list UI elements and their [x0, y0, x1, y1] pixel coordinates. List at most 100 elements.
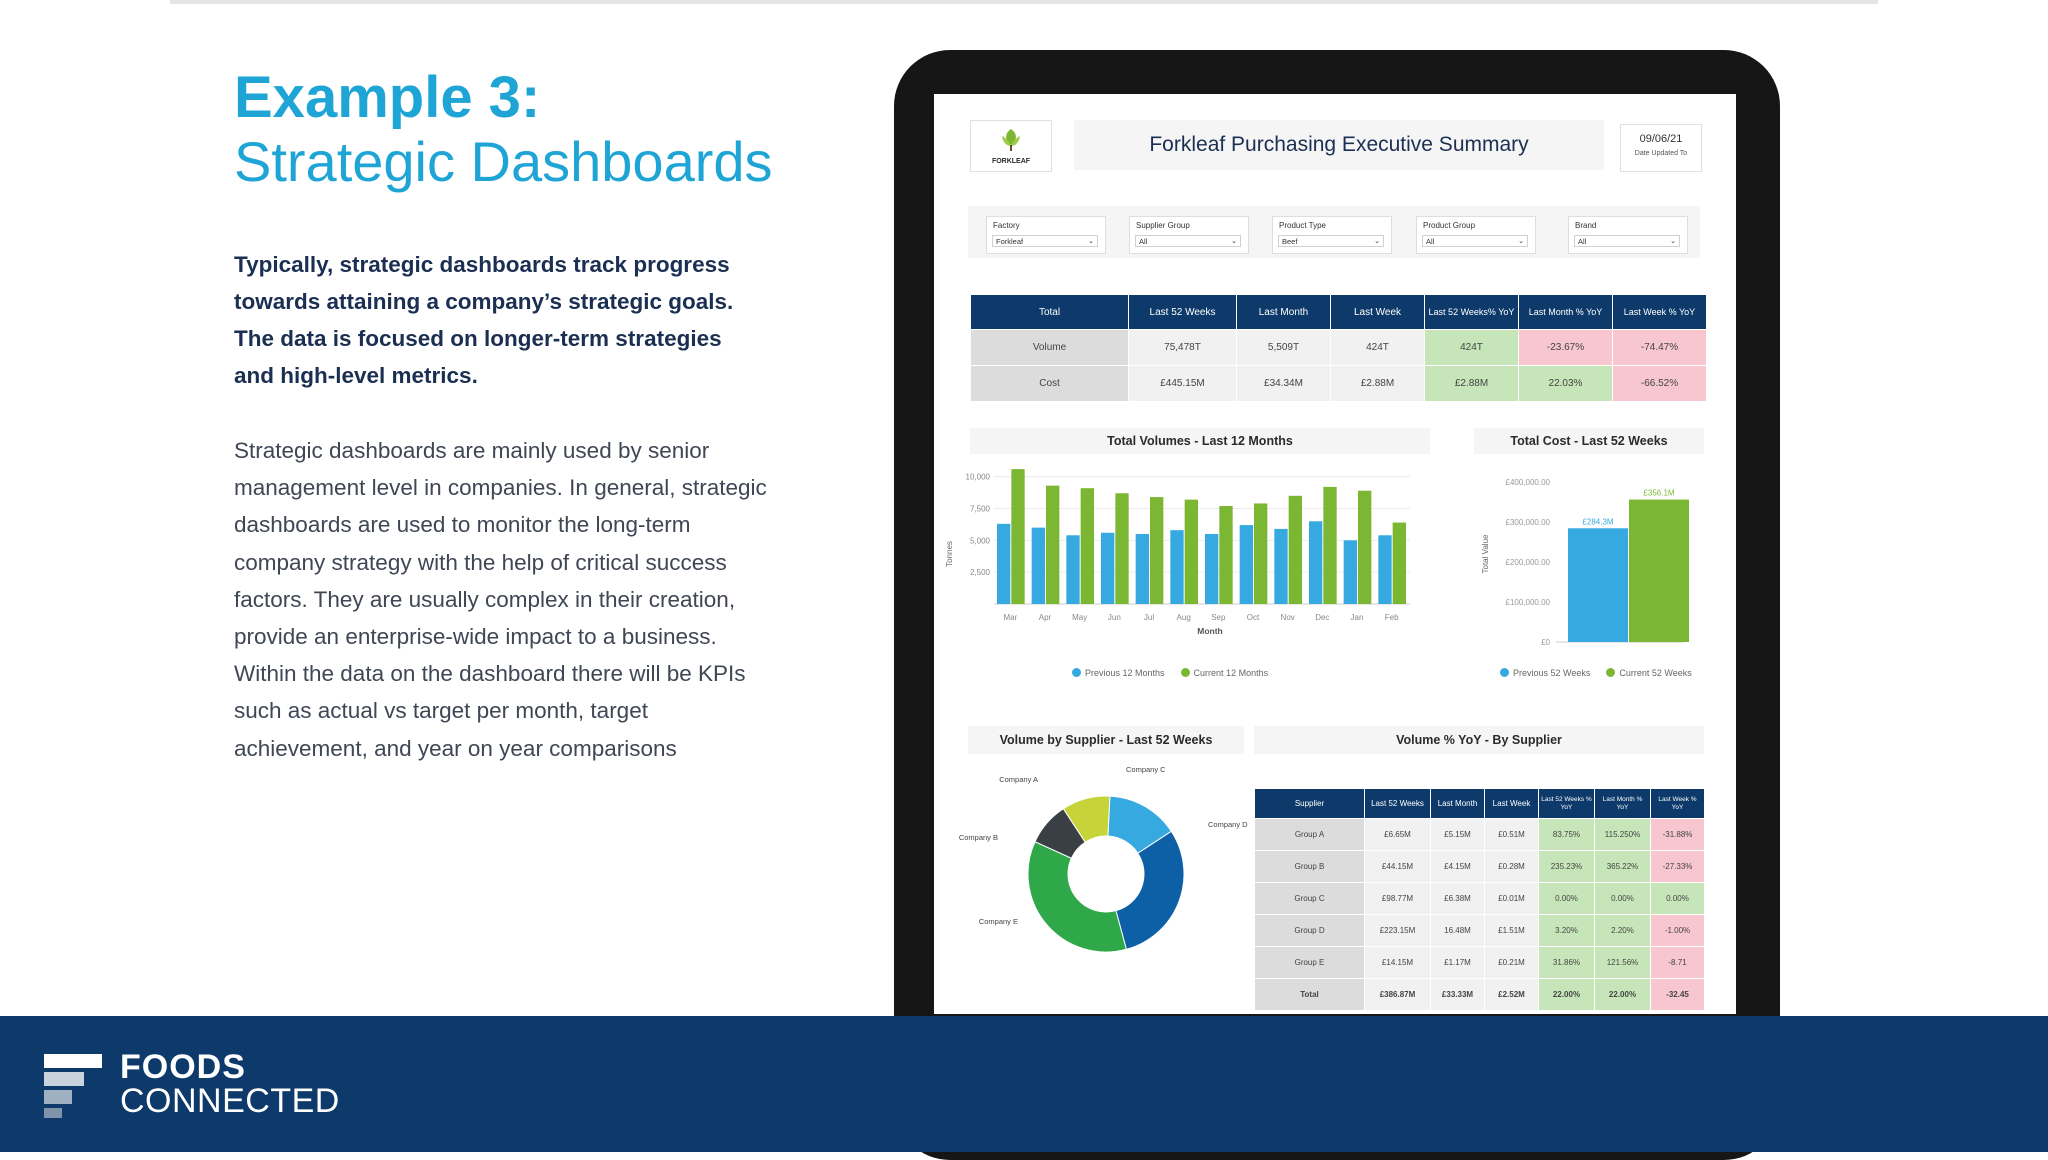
filter-select[interactable]: Forkleaf ⌄ [992, 235, 1098, 247]
table-cell: -1.00% [1650, 914, 1705, 947]
x-axis-label: Month [1197, 626, 1223, 636]
table-cell: £5.15M [1430, 818, 1485, 851]
bar-current [1392, 522, 1406, 604]
table-cell: -66.52% [1612, 365, 1707, 402]
table-cell: 424T [1330, 329, 1425, 366]
slice-label: Company D [1208, 820, 1248, 829]
date-label: Date Updated To [1634, 150, 1688, 157]
chevron-down-icon: ⌄ [1670, 238, 1676, 245]
table-row: Group B £44.15M £4.15M £0.28M 235.23% 36… [1254, 850, 1705, 883]
filter-product-type[interactable]: Product Type Beef ⌄ [1272, 216, 1392, 254]
table-cell: 22.00% [1594, 978, 1651, 1011]
bar-previous [1239, 525, 1253, 604]
table-cell: Group A [1254, 818, 1365, 851]
x-tick-label: Mar [1003, 613, 1017, 622]
volume-chart-title: Total Volumes - Last 12 Months [970, 428, 1430, 454]
filter-select[interactable]: All ⌄ [1135, 235, 1241, 247]
bar-previous [1378, 535, 1392, 604]
y-tick-label: £300,000.00 [1506, 518, 1551, 527]
header-cell: Last Week % YoY [1612, 294, 1707, 330]
legend-swatch [1500, 668, 1509, 677]
table-cell: £0.28M [1484, 850, 1539, 883]
x-tick-label: Dec [1315, 613, 1329, 622]
forkleaf-logo: FORKLEAF [970, 120, 1052, 172]
y-tick-label: £100,000.00 [1506, 598, 1551, 607]
filter-product-group[interactable]: Product Group All ⌄ [1416, 216, 1536, 254]
y-tick-label: 7,500 [970, 505, 991, 514]
leaf-icon [1002, 129, 1020, 151]
x-tick-label: Apr [1039, 613, 1052, 622]
table-cell: 0.00% [1594, 882, 1651, 915]
table-cell: £0.51M [1484, 818, 1539, 851]
table-row: Cost £445.15M £34.34M £2.88M £2.88M 22.0… [970, 365, 1707, 402]
table-cell: £223.15M [1364, 914, 1431, 947]
brand-line-2: CONNECTED [120, 1082, 340, 1120]
table-row: Group A £6.65M £5.15M £0.51M 83.75% 115.… [1254, 818, 1705, 851]
table-cell: £445.15M [1128, 365, 1237, 402]
table-row: Group E £14.15M £1.17M £0.21M 31.86% 121… [1254, 946, 1705, 979]
header-cell: Last Month % YoY [1518, 294, 1613, 330]
legend-label: Current 52 Weeks [1619, 668, 1692, 678]
table-cell: 75,478T [1128, 329, 1237, 366]
table-cell: Group C [1254, 882, 1365, 915]
table-cell: 115.250% [1594, 818, 1651, 851]
data-label: £356.1M [1643, 489, 1674, 498]
filter-select[interactable]: Beef ⌄ [1278, 235, 1384, 247]
x-tick-label: Jan [1351, 613, 1364, 622]
table-total-row: Total £386.87M £33.33M £2.52M 22.00% 22.… [1254, 978, 1705, 1011]
chevron-down-icon: ⌄ [1088, 238, 1094, 245]
y-tick-label: £200,000.00 [1506, 558, 1551, 567]
table-cell: £33.33M [1430, 978, 1485, 1011]
slice-label: Company E [979, 917, 1018, 926]
brand-line-1: FOODS [120, 1048, 246, 1086]
filter-select[interactable]: All ⌄ [1574, 235, 1680, 247]
table-cell: 22.00% [1538, 978, 1595, 1011]
supplier-table: Supplier Last 52 Weeks Last Month Last W… [1254, 788, 1705, 1011]
x-tick-label: Oct [1247, 613, 1260, 622]
slice-label: Company A [999, 775, 1038, 784]
summary-table: Total Last 52 Weeks Last Month Last Week… [970, 294, 1707, 402]
table-cell: 2.20% [1594, 914, 1651, 947]
header-cell: Last 52 Weeks % YoY [1538, 788, 1595, 819]
filter-brand[interactable]: Brand All ⌄ [1568, 216, 1688, 254]
bar-current [1254, 503, 1268, 604]
dashboard-screen: FORKLEAF Forkleaf Purchasing Executive S… [934, 94, 1736, 1014]
table-cell: £98.77M [1364, 882, 1431, 915]
cost-chart-legend: Previous 52 Weeks Current 52 Weeks [1500, 668, 1692, 678]
table-cell: 83.75% [1538, 818, 1595, 851]
table-cell: Cost [970, 365, 1129, 402]
x-tick-label: Nov [1281, 613, 1295, 622]
y-axis-label: Tonnes [945, 541, 954, 567]
filter-select[interactable]: All ⌄ [1422, 235, 1528, 247]
bar-previous [1343, 540, 1357, 604]
bar-previous [1309, 521, 1323, 604]
y-tick-label: 10,000 [966, 473, 991, 482]
table-cell: 424T [1424, 329, 1519, 366]
table-cell: Group B [1254, 850, 1365, 883]
table-cell: -31.88% [1650, 818, 1705, 851]
table-cell: 16.48M [1430, 914, 1485, 947]
lead-paragraph: Typically, strategic dashboards track pr… [234, 252, 734, 388]
filter-supplier-group[interactable]: Supplier Group All ⌄ [1129, 216, 1249, 254]
x-tick-label: May [1072, 613, 1087, 622]
bar-previous [1205, 534, 1219, 604]
table-cell: £2.52M [1484, 978, 1539, 1011]
table-cell: Volume [970, 329, 1129, 366]
table-cell: Total [1254, 978, 1365, 1011]
header-cell: Last Month [1430, 788, 1485, 819]
body-paragraph: Strategic dashboards are mainly used by … [234, 438, 767, 761]
x-tick-label: Sep [1211, 613, 1226, 622]
table-cell: -27.33% [1650, 850, 1705, 883]
bar-current [1080, 488, 1094, 604]
cost-bar [1568, 528, 1628, 642]
bar-current [1323, 486, 1337, 604]
table-cell: Group D [1254, 914, 1365, 947]
y-tick-label: £0 [1541, 638, 1550, 647]
bar-previous [1135, 534, 1149, 604]
table-row: Group C £98.77M £6.38M £0.01M 0.00% 0.00… [1254, 882, 1705, 915]
filter-factory[interactable]: Factory Forkleaf ⌄ [986, 216, 1106, 254]
header-cell: Last Week % YoY [1650, 788, 1705, 819]
donut-slice [1062, 795, 1111, 843]
volume-bar-chart: 2,500 5,000 7,500 10,000 Mar Apr May Jun Jul Aug S… [945, 469, 1410, 636]
header-cell: Last Month % YoY [1594, 788, 1651, 819]
